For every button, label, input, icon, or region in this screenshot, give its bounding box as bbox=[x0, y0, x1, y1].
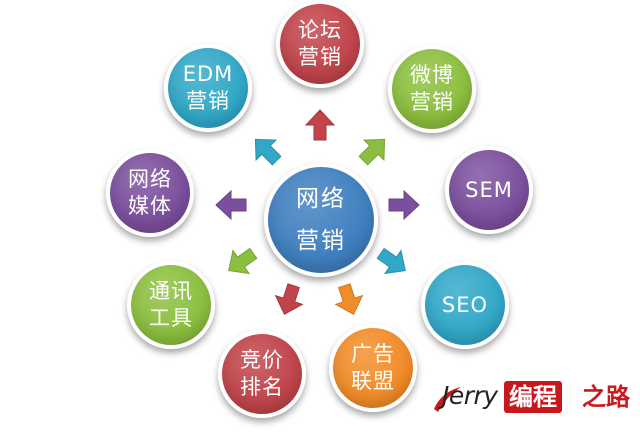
watermark-latin-text: Jerry bbox=[442, 381, 498, 410]
center-node-network-marketing: 网络 营销 bbox=[264, 163, 378, 277]
arrow-icon bbox=[254, 138, 282, 166]
arrow-icon bbox=[334, 283, 364, 315]
arrow-icon bbox=[215, 189, 247, 221]
node-im-label-line: 通讯 bbox=[149, 279, 193, 303]
node-media: 网络 媒体 bbox=[106, 149, 194, 237]
node-seo: SEO bbox=[421, 261, 509, 349]
arrow-to-bidding bbox=[272, 283, 306, 317]
node-media-label-line: 网络 bbox=[128, 167, 172, 191]
node-ads-label-line: 联盟 bbox=[351, 369, 395, 393]
node-bidding-label-line: 竞价 bbox=[240, 348, 284, 372]
node-forum-label-line: 营销 bbox=[298, 45, 342, 69]
arrow-icon bbox=[304, 109, 336, 141]
arrow-icon bbox=[376, 247, 406, 275]
arrow-to-weibo bbox=[357, 133, 391, 167]
arrow-to-forum bbox=[303, 108, 337, 142]
arrow-to-media bbox=[214, 188, 248, 222]
arrow-icon bbox=[228, 247, 258, 275]
node-weibo-label-line: 营销 bbox=[410, 90, 454, 114]
node-seo-label-line: SEO bbox=[441, 292, 489, 317]
node-edm-label-line: 营销 bbox=[186, 89, 230, 113]
node-sem-label-line: SEM bbox=[465, 177, 513, 202]
node-ads-label-line: 广告 bbox=[351, 342, 395, 366]
watermark-tail-text: 之路 bbox=[582, 383, 630, 411]
node-edm: EDM 营销 bbox=[164, 44, 252, 132]
node-im: 通讯 工具 bbox=[127, 261, 215, 349]
arrow-to-seo bbox=[376, 245, 410, 279]
node-im-label-line: 工具 bbox=[149, 306, 193, 330]
node-bidding-label-line: 排名 bbox=[240, 375, 284, 399]
node-edm-label-line: EDM bbox=[182, 62, 234, 86]
arrow-icon bbox=[358, 138, 386, 166]
node-sem: SEM bbox=[445, 146, 533, 234]
arrow-to-ads bbox=[332, 283, 366, 317]
watermark-boxed-text: 编程 bbox=[504, 381, 562, 413]
center-node-network-marketing-label-line: 网络 bbox=[296, 186, 346, 212]
watermark-logo: Jerry 编程 之路 bbox=[432, 377, 632, 417]
arrow-to-im bbox=[224, 245, 258, 279]
node-weibo: 微博 营销 bbox=[388, 45, 476, 133]
node-media-label-line: 媒体 bbox=[128, 194, 172, 218]
swoosh-icon bbox=[434, 387, 461, 412]
arrow-to-sem bbox=[387, 188, 421, 222]
node-bidding: 竞价 排名 bbox=[218, 330, 306, 418]
arrow-to-edm bbox=[249, 133, 283, 167]
arrow-icon bbox=[274, 283, 304, 315]
node-forum: 论坛 营销 bbox=[276, 0, 364, 88]
center-node-network-marketing-label-line: 营销 bbox=[296, 228, 346, 254]
node-weibo-label-line: 微博 bbox=[410, 63, 454, 87]
node-ads: 广告 联盟 bbox=[329, 324, 417, 412]
arrow-icon bbox=[388, 189, 420, 221]
node-forum-label-line: 论坛 bbox=[298, 18, 342, 42]
